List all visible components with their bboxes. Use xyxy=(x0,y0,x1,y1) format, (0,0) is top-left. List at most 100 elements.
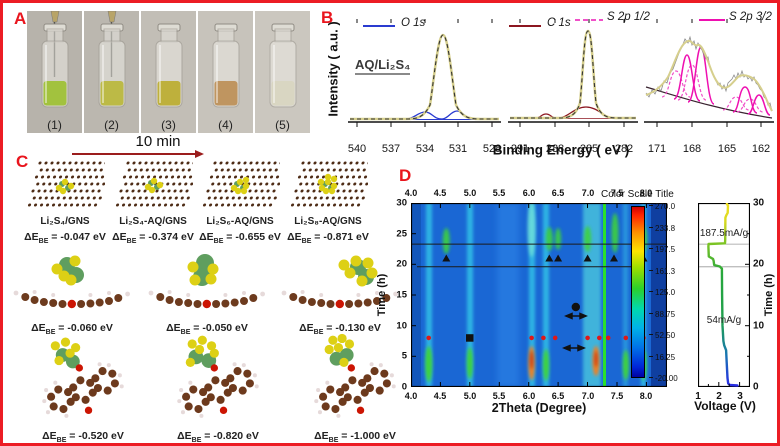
circle-marker xyxy=(571,302,580,312)
s2p12-legend-line xyxy=(575,19,603,21)
vial-photo-4: (4) xyxy=(198,11,253,133)
graphene-model xyxy=(290,161,374,207)
tick-label: 4.5 xyxy=(433,391,447,401)
liquid-4 xyxy=(214,81,238,106)
o1s-envelope xyxy=(350,33,499,121)
graphene-model xyxy=(115,161,199,207)
o1s-fit-dashed xyxy=(350,34,499,120)
tick-label: 7.0 xyxy=(581,188,595,198)
o1s-legend-label: O 1s xyxy=(401,17,426,29)
vial-caption: (3) xyxy=(161,118,176,132)
bright-green-band xyxy=(603,203,606,387)
colorbar-tick: 161.3 xyxy=(649,267,675,276)
rate-annotation-bottom: 54mA/g xyxy=(706,315,742,326)
triangle-markers xyxy=(442,254,648,262)
aq-bonded-model xyxy=(314,333,396,418)
tick-label: 537 xyxy=(381,143,401,155)
colorbar xyxy=(631,206,645,378)
tick-label: 15 xyxy=(396,289,407,301)
vial-3-drawing xyxy=(155,23,183,108)
tick-label: 168 xyxy=(682,143,702,155)
binding-energy-value: ΔEBE = -0.374 eV xyxy=(112,231,194,246)
tick-label: 20 xyxy=(396,258,407,270)
binding-energy-value: ΔEBE = -0.655 eV xyxy=(199,231,281,246)
tick-label: 4.5 xyxy=(433,188,447,198)
model-li2s8-aq-bonded: ΔEBE = -1.000 eV xyxy=(295,333,415,443)
tick-label: 8.0 xyxy=(639,391,653,401)
xps-o1s-plot: 540 537 534 531 528 xyxy=(348,19,501,155)
model-li2s4-on-aq: ΔEBE = -0.060 eV xyxy=(8,247,136,336)
operando-heatmap xyxy=(411,203,667,387)
aq-bonded-model xyxy=(177,335,259,418)
o1s-legend-line xyxy=(363,25,395,27)
tick-label: 5.5 xyxy=(492,391,506,401)
double-arrow-upper xyxy=(564,312,588,320)
tick-label: 25 xyxy=(396,228,407,240)
colorbar-tick: 88.75 xyxy=(649,310,675,319)
colorbar-tick: 270.0 xyxy=(649,202,675,211)
s2p-envelope xyxy=(645,39,773,112)
tick-label: 6.5 xyxy=(551,188,565,198)
voltage-x-axis-label: Voltage (V) xyxy=(694,399,756,413)
binding-energy-value: ΔEBE = -0.820 eV xyxy=(177,430,259,445)
tick-label: 30 xyxy=(753,197,765,209)
tick-label: 285 xyxy=(579,143,599,155)
binding-energy-value: ΔEBE = -0.060 eV xyxy=(31,322,113,337)
voltage-curve xyxy=(707,203,739,387)
tick-label: 5.5 xyxy=(492,188,506,198)
tick-label: 5.0 xyxy=(463,188,477,198)
tick-label: 291 xyxy=(510,143,530,155)
model-li2s6-aq-gns: Li₂S₆-AQ/GNS ΔEBE = -0.655 eV xyxy=(197,159,286,246)
tick-label: 7.5 xyxy=(610,188,624,198)
aq-polysulfide-model xyxy=(13,255,130,309)
time-label: 10 min xyxy=(135,133,181,150)
liquid-3 xyxy=(157,81,181,106)
tick-label: 5.0 xyxy=(463,391,477,401)
tick-label: 534 xyxy=(415,143,435,155)
syringe-tip-icon xyxy=(107,10,117,23)
vial-1-drawing xyxy=(41,10,69,108)
c1s-legend-label: C 1s xyxy=(547,17,571,29)
red-dot-markers xyxy=(426,335,646,341)
binding-energy-value: ΔEBE = -0.050 eV xyxy=(166,322,248,337)
tick-label: 7.5 xyxy=(610,391,624,401)
tick-label: 20 xyxy=(753,258,765,270)
voltage-profile-plot xyxy=(698,203,750,387)
colorbar-title: Color Scale Title xyxy=(601,189,674,200)
panel-a-label: A xyxy=(14,9,27,28)
s2p32-legend-line xyxy=(699,19,725,21)
panel-d-label: D xyxy=(399,166,412,185)
model-li2s8-aq-gns: Li₂S₈-AQ/GNS ΔEBE = -0.871 eV xyxy=(285,159,374,245)
vial-5-drawing xyxy=(269,23,297,108)
tick-label: 0 xyxy=(753,381,759,393)
colorbar-tick: 197.5 xyxy=(649,245,675,254)
model-li2s6-on-aq: ΔEBE = -0.050 eV xyxy=(143,247,271,336)
lithium-polysulfide-cluster xyxy=(230,176,250,195)
model-name: Li₂S₈-AQ/GNS xyxy=(294,216,362,227)
colorbar-tick: 125.0 xyxy=(649,288,675,297)
liquid-5 xyxy=(271,81,295,106)
c1s-fit-dashed xyxy=(510,30,636,119)
bottom-streaks xyxy=(425,346,647,382)
vial-caption: (4) xyxy=(218,118,233,132)
tick-label: 0 xyxy=(401,381,407,393)
s2p12-components xyxy=(661,64,764,113)
tick-label: 4.0 xyxy=(404,188,418,198)
tick-label: 282 xyxy=(614,143,634,155)
tick-label: 30 xyxy=(396,197,407,209)
lithium-polysulfide-cluster xyxy=(317,173,338,195)
vial-photo-5: (5) xyxy=(255,11,310,133)
tick-label: 171 xyxy=(647,143,667,155)
vial-2-drawing xyxy=(98,10,126,108)
tick-label: 1 xyxy=(695,391,701,402)
b-x-axis-label: Binding Energy ( eV ) xyxy=(492,142,630,158)
square-marker xyxy=(466,334,474,342)
tick-label: 5 xyxy=(401,350,407,362)
tick-label: 531 xyxy=(448,143,468,155)
panel-b-label: B xyxy=(321,8,334,27)
aq-polysulfide-model xyxy=(281,255,398,309)
tick-label: 7.0 xyxy=(581,391,595,401)
graphene-model xyxy=(27,161,109,207)
vial-photo-strip: (1) (2) (3) xyxy=(27,10,310,133)
tick-label: 288 xyxy=(545,143,565,155)
